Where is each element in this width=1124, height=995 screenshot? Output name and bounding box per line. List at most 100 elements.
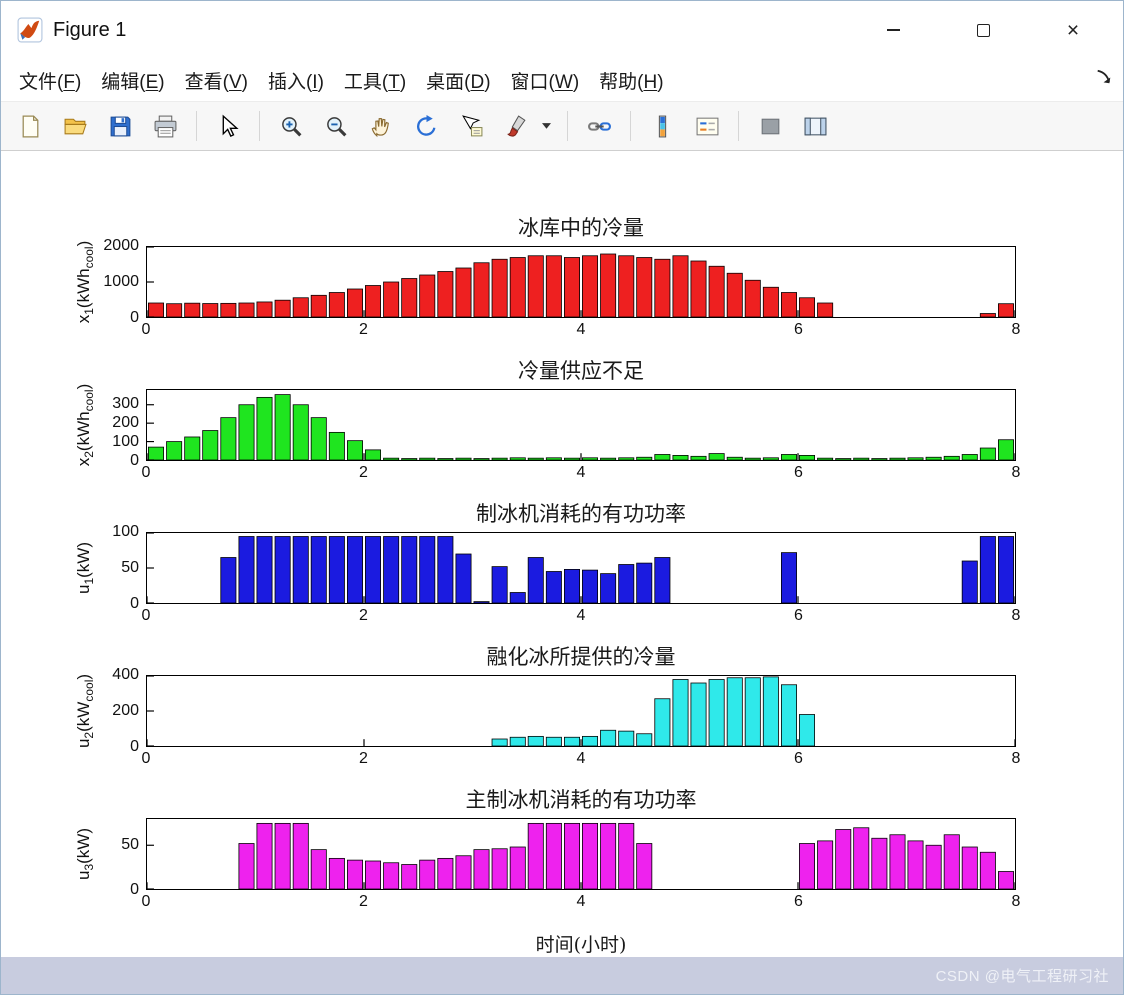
- print-icon: [154, 115, 176, 137]
- bar: [509, 846, 526, 889]
- insert-colorbar-button[interactable]: [643, 107, 681, 145]
- menu-item-e[interactable]: 编辑(E): [101, 71, 165, 93]
- axes-plot-area[interactable]: [146, 818, 1016, 890]
- menu-item-h[interactable]: 帮助(H): [599, 71, 664, 93]
- zoom-in-button[interactable]: [272, 107, 310, 145]
- bar: [582, 457, 598, 460]
- bar: [636, 733, 653, 746]
- edit-plot-button[interactable]: [209, 107, 247, 145]
- bar: [636, 562, 653, 603]
- bar: [491, 848, 508, 889]
- new-file-button[interactable]: [11, 107, 49, 145]
- bar: [961, 454, 978, 460]
- rotate-3d-button[interactable]: [407, 107, 445, 145]
- bar: [365, 860, 381, 889]
- brush-dropdown-button[interactable]: [542, 107, 555, 145]
- menu-item-w[interactable]: 窗口(W): [510, 71, 580, 93]
- bar: [564, 457, 580, 460]
- close-button[interactable]: ×: [1051, 10, 1095, 50]
- open-file-button[interactable]: [56, 107, 94, 145]
- bar: [871, 458, 888, 460]
- data-cursor-button[interactable]: [452, 107, 490, 145]
- bar: [527, 557, 544, 603]
- save-figure-button[interactable]: [101, 107, 139, 145]
- bar: [365, 449, 381, 460]
- x-tick-label: 4: [576, 464, 586, 481]
- bar: [473, 262, 490, 317]
- y-axis-ticks: 0 200 400: [1, 666, 139, 755]
- rotate-3d-icon: [416, 114, 435, 136]
- bar: [256, 822, 273, 889]
- bar: [545, 571, 562, 603]
- bar: [365, 536, 381, 603]
- bar: [636, 843, 653, 889]
- y-tick-label: 100: [112, 523, 139, 540]
- bar: [328, 857, 345, 889]
- insert-legend-button[interactable]: [688, 107, 726, 145]
- chevron-down-icon: [542, 122, 551, 129]
- minimize-button[interactable]: [871, 10, 915, 50]
- show-plot-tools-button[interactable]: [796, 107, 834, 145]
- dock-figure-arrow-icon[interactable]: [1095, 68, 1113, 91]
- bar: [654, 454, 671, 460]
- bar: [310, 417, 327, 460]
- bar: [907, 457, 924, 460]
- open-file-icon: [64, 118, 87, 134]
- axes-plot-area[interactable]: [146, 532, 1016, 604]
- x-tick-label: 4: [576, 607, 586, 624]
- bar: [636, 456, 653, 460]
- bar: [545, 736, 562, 746]
- bar: [618, 457, 635, 460]
- bar: [799, 714, 815, 746]
- menu-item-v[interactable]: 查看(V): [184, 71, 248, 93]
- bar: [708, 679, 725, 746]
- pan-button[interactable]: [362, 107, 400, 145]
- y-tick-label: 0: [130, 309, 139, 326]
- bar: [238, 536, 255, 603]
- pointer-icon: [222, 114, 239, 137]
- bar: [853, 457, 870, 460]
- bar: [672, 255, 689, 317]
- y-tick-label: 50: [121, 836, 139, 853]
- bar: [817, 302, 834, 317]
- menu-item-d[interactable]: 桌面(D): [426, 71, 491, 93]
- hand-icon: [371, 117, 389, 137]
- x-tick-label: 2: [359, 321, 368, 338]
- bar: [473, 849, 490, 889]
- bar: [708, 453, 725, 460]
- axes-plot-area[interactable]: [146, 675, 1016, 747]
- bar: [545, 255, 562, 317]
- hide-plot-tools-icon: [761, 118, 779, 134]
- print-figure-button[interactable]: [146, 107, 184, 145]
- bar: [328, 536, 345, 603]
- bar: [401, 458, 418, 460]
- y-tick-label: 300: [112, 395, 139, 413]
- y-tick-label: 200: [112, 702, 139, 719]
- bar: [545, 457, 562, 460]
- bar: [600, 253, 617, 317]
- menu-item-f[interactable]: 文件(F): [19, 71, 82, 93]
- bar: [708, 265, 725, 317]
- maximize-button[interactable]: [961, 10, 1005, 50]
- bar: [419, 457, 436, 460]
- bar: [979, 313, 996, 317]
- hide-plot-tools-button[interactable]: [751, 107, 789, 145]
- brush-data-button[interactable]: [497, 107, 535, 145]
- axes-plot-area[interactable]: [146, 246, 1016, 318]
- bar: [545, 822, 562, 889]
- bar: [328, 431, 345, 460]
- menu-item-i[interactable]: 插入(I): [267, 71, 324, 93]
- x-axis-ticks: 0 2 4 6 8: [1, 890, 1123, 914]
- x-tick-label: 6: [794, 750, 803, 767]
- x-axis-ticks: 0 2 4 6 8: [1, 747, 1123, 771]
- watermark-text: CSDN @电气工程研习社: [935, 968, 1109, 985]
- zoom-out-button[interactable]: [317, 107, 355, 145]
- bar: [781, 292, 797, 317]
- link-plot-button[interactable]: [580, 107, 618, 145]
- axes-plot-area[interactable]: [146, 389, 1016, 461]
- menu-item-t[interactable]: 工具(T): [343, 71, 407, 93]
- bar: [654, 698, 671, 746]
- new-file-icon: [22, 114, 38, 138]
- bar: [527, 255, 544, 317]
